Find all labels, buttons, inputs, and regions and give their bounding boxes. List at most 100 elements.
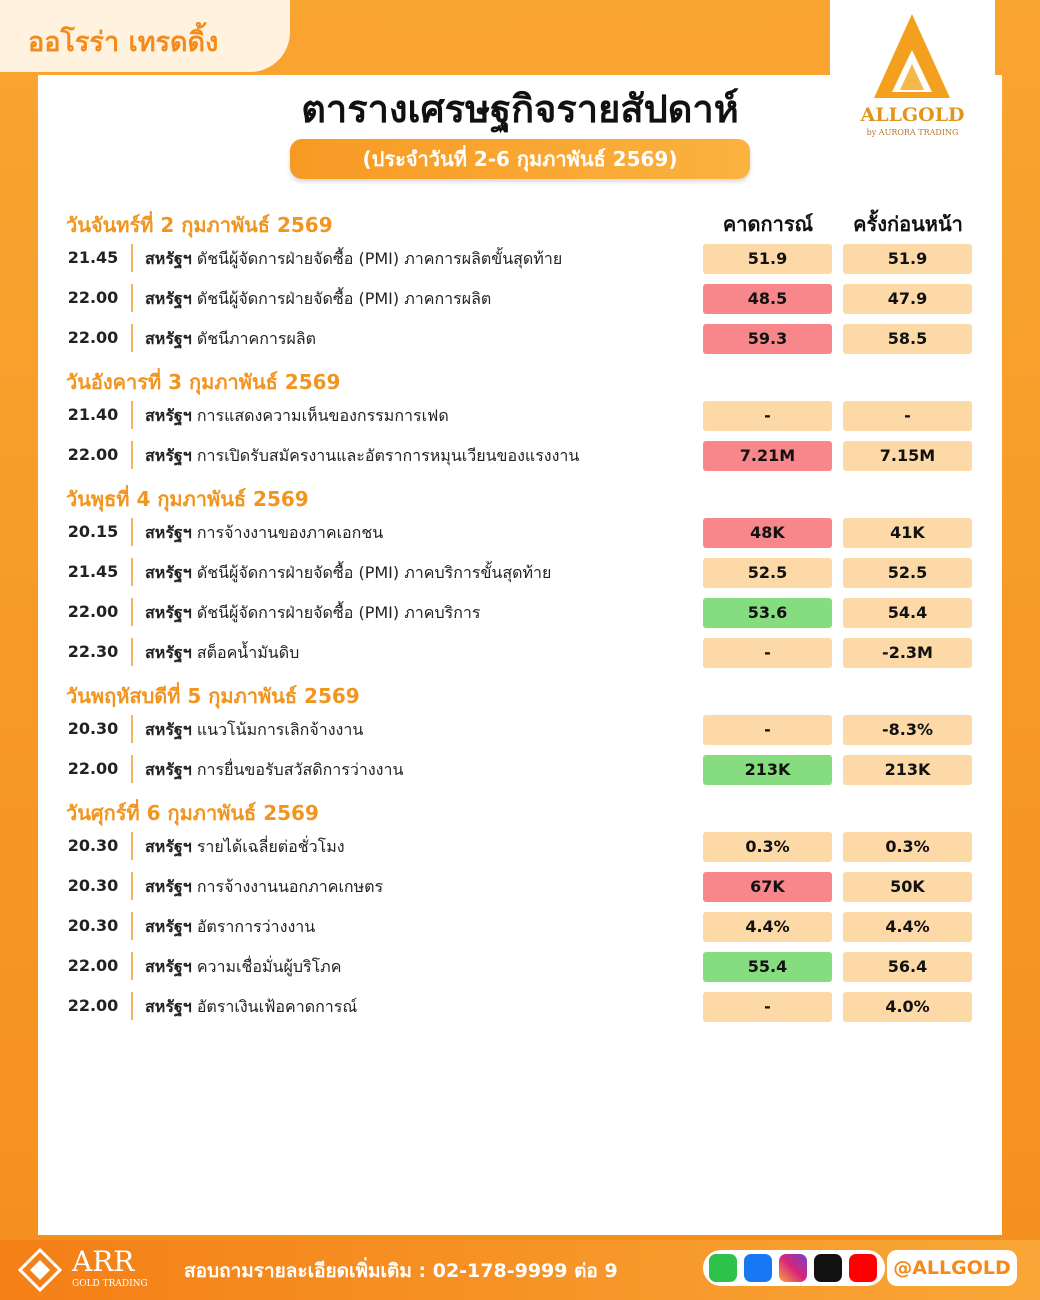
logo-text: ALLGOLD (860, 104, 965, 126)
event: สหรัฐฯ ดัชนีผู้จัดการฝ่ายจัดซื้อ (PMI) ภ… (145, 287, 491, 312)
event-name: อัตราเงินเฟ้อคาดการณ์ (196, 997, 358, 1016)
forecast: 51.9 (703, 244, 832, 274)
event-name: การจ้างงานนอกภาคเกษตร (196, 877, 384, 896)
country: สหรัฐฯ (145, 563, 192, 582)
forecast: 59.3 (703, 324, 832, 354)
previous: -8.3% (843, 715, 972, 745)
previous: 7.15M (843, 441, 972, 471)
content-card (38, 75, 1002, 1235)
separator (131, 441, 133, 469)
title: ตารางเศรษฐกิจรายสัปดาห์ (301, 87, 739, 131)
forecast: 55.4 (703, 952, 832, 982)
event: สหรัฐฯ การจ้างงานนอกภาคเกษตร (145, 875, 383, 900)
country: สหรัฐฯ (145, 837, 192, 856)
time: 21.45 (67, 248, 119, 267)
day-header: วันพุธที่ 4 กุมภาพันธ์ 2569 (66, 487, 309, 511)
country: สหรัฐฯ (145, 406, 192, 425)
separator (131, 872, 133, 900)
country: สหรัฐฯ (145, 997, 192, 1016)
event: สหรัฐฯ รายได้เฉลี่ยต่อชั่วโมง (145, 835, 345, 860)
forecast: 4.4% (703, 912, 832, 942)
line-icon[interactable] (709, 1254, 737, 1282)
previous: 41K (843, 518, 972, 548)
separator (131, 755, 133, 783)
handle[interactable]: @ALLGOLD (887, 1250, 1017, 1286)
event: สหรัฐฯ การเปิดรับสมัครงานและอัตราการหมุน… (145, 444, 579, 469)
previous: 47.9 (843, 284, 972, 314)
country: สหรัฐฯ (145, 917, 192, 936)
event-name: การจ้างงานของภาคเอกชน (196, 523, 384, 542)
time: 21.45 (67, 562, 119, 581)
event: สหรัฐฯ การแสดงความเห็นของกรรมการเฟด (145, 404, 449, 429)
previous: 58.5 (843, 324, 972, 354)
day-header: วันจันทร์ที่ 2 กุมภาพันธ์ 2569 (66, 213, 333, 237)
day-header: วันศุกร์ที่ 6 กุมภาพันธ์ 2569 (66, 801, 319, 825)
time: 20.15 (67, 522, 119, 541)
event-name: แนวโน้มการเลิกจ้างงาน (196, 720, 364, 739)
event-name: รายได้เฉลี่ยต่อชั่วโมง (196, 837, 345, 856)
time: 20.30 (67, 719, 119, 738)
previous: 52.5 (843, 558, 972, 588)
country: สหรัฐฯ (145, 877, 192, 896)
event-name: สต็อคน้ำมันดิบ (196, 643, 300, 662)
separator (131, 952, 133, 980)
column-header: ครั้งก่อนหน้า (853, 212, 963, 236)
previous: 213K (843, 755, 972, 785)
event-name: ดัชนีผู้จัดการฝ่ายจัดซื้อ (PMI) ภาคบริกา… (196, 563, 552, 582)
event: สหรัฐฯ ดัชนีผู้จัดการฝ่ายจัดซื้อ (PMI) ภ… (145, 561, 551, 586)
event: สหรัฐฯ สต็อคน้ำมันดิบ (145, 641, 299, 666)
day-header: วันอังคารที่ 3 กุมภาพันธ์ 2569 (66, 370, 341, 394)
previous: 0.3% (843, 832, 972, 862)
time: 22.30 (67, 642, 119, 661)
time: 22.00 (67, 956, 119, 975)
event-name: ดัชนีผู้จัดการฝ่ายจัดซื้อ (PMI) ภาคการผล… (196, 289, 492, 308)
forecast: - (703, 992, 832, 1022)
country: สหรัฐฯ (145, 720, 192, 739)
time: 22.00 (67, 328, 119, 347)
event: สหรัฐฯ ดัชนีผู้จัดการฝ่ายจัดซื้อ (PMI) ภ… (145, 601, 480, 626)
logo-icon (874, 14, 950, 98)
previous: 4.4% (843, 912, 972, 942)
forecast: 67K (703, 872, 832, 902)
separator (131, 992, 133, 1020)
time: 22.00 (67, 996, 119, 1015)
country: สหรัฐฯ (145, 289, 192, 308)
facebook-icon[interactable] (744, 1254, 772, 1282)
event-name: การยื่นขอรับสวัสดิการว่างงาน (196, 760, 404, 779)
forecast: 213K (703, 755, 832, 785)
forecast: 53.6 (703, 598, 832, 628)
country: สหรัฐฯ (145, 446, 192, 465)
brand-tab (0, 0, 290, 72)
contact: สอบถามรายละเอียดเพิ่มเติม : 02-178-9999 … (184, 1260, 618, 1282)
tiktok-icon[interactable] (814, 1254, 842, 1282)
previous: 54.4 (843, 598, 972, 628)
instagram-icon[interactable] (779, 1254, 807, 1282)
day-header: วันพฤหัสบดีที่ 5 กุมภาพันธ์ 2569 (66, 684, 360, 708)
time: 20.30 (67, 916, 119, 935)
event-name: ความเชื่อมั่นผู้บริโภค (196, 957, 342, 976)
country: สหรัฐฯ (145, 603, 192, 622)
event: สหรัฐฯ อัตราการว่างงาน (145, 915, 315, 940)
separator (131, 715, 133, 743)
time: 22.00 (67, 288, 119, 307)
separator (131, 244, 133, 272)
previous: 50K (843, 872, 972, 902)
event-name: การแสดงความเห็นของกรรมการเฟด (196, 406, 449, 425)
separator (131, 558, 133, 586)
country: สหรัฐฯ (145, 760, 192, 779)
event-name: ดัชนีผู้จัดการฝ่ายจัดซื้อ (PMI) ภาคการผล… (196, 249, 563, 268)
separator (131, 324, 133, 352)
event-name: ดัชนีผู้จัดการฝ่ายจัดซื้อ (PMI) ภาคบริกา… (196, 603, 481, 622)
forecast: 48.5 (703, 284, 832, 314)
forecast: - (703, 715, 832, 745)
country: สหรัฐฯ (145, 523, 192, 542)
time: 22.00 (67, 602, 119, 621)
forecast: 0.3% (703, 832, 832, 862)
youtube-icon[interactable] (849, 1254, 877, 1282)
event: สหรัฐฯ การยื่นขอรับสวัสดิการว่างงาน (145, 758, 403, 783)
country: สหรัฐฯ (145, 643, 192, 662)
event-name: ดัชนีภาคการผลิต (196, 329, 317, 348)
separator (131, 598, 133, 626)
separator (131, 401, 133, 429)
